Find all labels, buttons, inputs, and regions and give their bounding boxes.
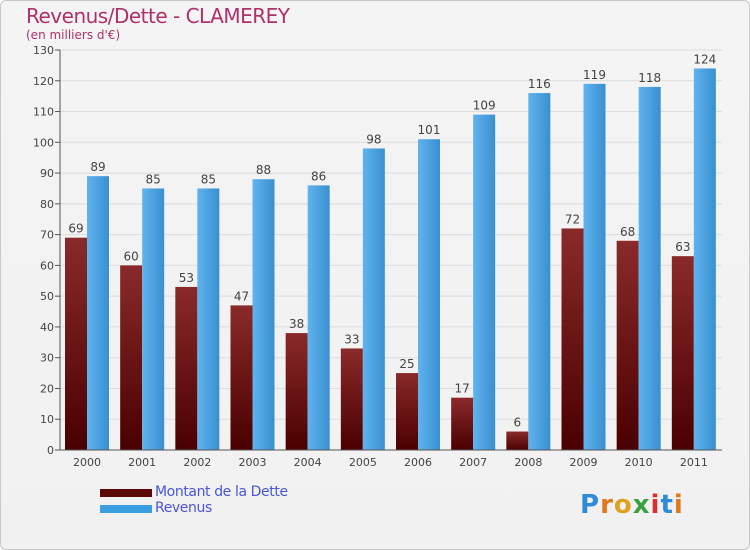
bar-dette [120, 265, 143, 450]
logo-letter: o [613, 490, 633, 520]
bar-revenus [142, 188, 165, 450]
bar-revenus [307, 185, 330, 450]
y-tick-label: 70 [40, 229, 54, 242]
bar-dette [340, 348, 363, 450]
y-tick-label: 60 [40, 259, 54, 272]
logo-letter: r [600, 490, 614, 520]
x-tick-label: 2003 [239, 456, 267, 469]
legend-swatch-revenus [100, 505, 152, 513]
bar-revenus [693, 68, 716, 450]
y-tick-label: 20 [40, 382, 54, 395]
bar-dette [230, 305, 253, 450]
value-label: 47 [234, 289, 249, 303]
value-label: 25 [399, 357, 414, 371]
y-tick-label: 10 [40, 413, 54, 426]
proxiti-logo: Proxiti [580, 490, 684, 520]
logo-letter: i [650, 490, 661, 520]
value-label: 124 [693, 52, 716, 66]
x-tick-label: 2011 [680, 456, 708, 469]
value-label: 98 [366, 132, 381, 146]
bar-dette [671, 256, 694, 450]
value-label: 72 [565, 212, 580, 226]
chart-subtitle: (en milliers d'€) [26, 28, 121, 42]
y-tick-label: 120 [33, 75, 54, 88]
value-label: 38 [289, 317, 304, 331]
bar-revenus [418, 139, 440, 450]
logo-letter: t [660, 490, 674, 520]
logo-letter: x [632, 490, 651, 520]
legend-label-revenus: Revenus [155, 500, 212, 516]
x-tick-label: 2006 [404, 456, 432, 469]
value-label: 17 [455, 382, 470, 396]
value-label: 53 [179, 271, 194, 285]
y-tick-label: 50 [40, 290, 54, 303]
x-axis: 2000 2001 2002 2003 2004 2005 2006 2007 2008 2009… [60, 449, 722, 469]
value-label: 85 [201, 172, 216, 186]
bar-dette [396, 373, 418, 450]
y-tick-label: 130 [33, 44, 54, 57]
grid-lines [60, 49, 722, 451]
y-tick-label: 100 [33, 136, 54, 149]
logo-letter: i [673, 490, 684, 520]
chart-title: Revenus/Dette - CLAMEREY [26, 4, 290, 28]
x-tick-label: 2000 [73, 456, 101, 469]
value-label: 89 [90, 160, 105, 174]
legend-label-dette: Montant de la Dette [155, 484, 288, 500]
bar-revenus [362, 148, 385, 450]
value-label: 33 [344, 332, 359, 346]
bar-dette [175, 286, 198, 450]
y-tick-label: 0 [47, 444, 54, 457]
bar-revenus [87, 176, 109, 450]
x-tick-label: 2001 [128, 456, 156, 469]
y-axis: 0 10 20 30 40 50 60 70 80 90 100 110 120 130 [33, 44, 61, 457]
value-label: 101 [418, 123, 441, 137]
x-tick-label: 2010 [625, 456, 653, 469]
bar-revenus [528, 93, 551, 451]
bar-dette [451, 397, 474, 450]
value-labels: 69 89 60 85 53 85 47 88 38 86 33 98 25 101 17 109 6 116 72… [68, 52, 716, 429]
bar-dette [616, 240, 639, 450]
y-tick-label: 90 [40, 167, 54, 180]
x-tick-label: 2007 [459, 456, 487, 469]
value-label: 119 [583, 68, 606, 82]
value-label: 109 [473, 99, 496, 113]
value-label: 86 [311, 169, 326, 183]
value-label: 88 [256, 163, 271, 177]
bar-revenus [473, 114, 496, 450]
value-label: 60 [124, 249, 139, 263]
x-tick-label: 2005 [349, 456, 377, 469]
y-tick-label: 80 [40, 198, 54, 211]
bar-revenus [252, 179, 275, 450]
value-label: 6 [514, 416, 522, 430]
value-label: 68 [620, 225, 635, 239]
bar-revenus [638, 86, 661, 450]
y-tick-label: 30 [40, 352, 54, 365]
value-label: 116 [528, 77, 551, 91]
y-tick-label: 40 [40, 321, 54, 334]
value-label: 118 [638, 71, 661, 85]
value-label: 63 [675, 240, 690, 254]
logo-letter: P [580, 490, 601, 520]
value-label: 85 [146, 172, 161, 186]
bar-dette [65, 237, 87, 450]
bar-revenus [583, 83, 606, 450]
x-tick-label: 2004 [294, 456, 322, 469]
y-tick-label: 110 [33, 106, 54, 119]
legend-swatch-dette [100, 489, 152, 497]
x-tick-label: 2008 [514, 456, 542, 469]
bar-dette [561, 228, 584, 450]
x-tick-label: 2002 [183, 456, 211, 469]
x-tick-label: 2009 [570, 456, 598, 469]
bar-revenus [197, 188, 220, 450]
value-label: 69 [68, 222, 83, 236]
bar-dette [285, 333, 308, 450]
bars [65, 68, 716, 451]
bar-dette [506, 431, 529, 450]
